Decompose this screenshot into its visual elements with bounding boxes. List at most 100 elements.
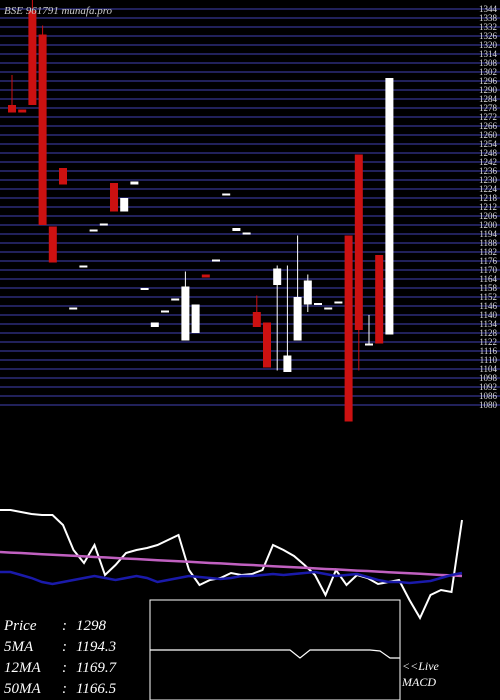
candle-body: [252, 312, 261, 327]
y-tick-label: 1308: [479, 58, 498, 68]
y-tick-label: 1326: [479, 31, 498, 41]
y-tick-label: 1296: [479, 76, 498, 86]
grid: 1080108610921098110411101116112211281134…: [0, 4, 500, 410]
indicator-line: [0, 570, 463, 586]
candle-body: [59, 168, 67, 185]
stat-value: 1298: [76, 618, 107, 634]
candle-body: [99, 223, 108, 226]
y-tick-label: 1098: [479, 373, 498, 383]
y-tick-label: 1338: [479, 13, 498, 23]
stats: Price:12985MA:1194.312MA:1169.750MA:1166…: [3, 618, 118, 697]
candle-body: [38, 34, 47, 225]
indicator-panel: [0, 509, 463, 621]
y-tick-label: 1212: [479, 202, 497, 212]
candle-body: [365, 343, 373, 346]
candle-body: [385, 78, 394, 335]
candle-body: [344, 235, 353, 422]
candle-body: [8, 105, 16, 113]
y-tick-label: 1194: [479, 229, 497, 239]
y-tick-label: 1266: [479, 121, 498, 131]
candle-body: [314, 303, 322, 305]
y-tick-label: 1332: [479, 22, 497, 32]
y-tick-label: 1224: [479, 184, 498, 194]
y-tick-label: 1116: [480, 346, 498, 356]
stat-separator: :: [62, 618, 67, 634]
candles: [8, 0, 394, 422]
chart-title: BSE 961791 munafa.pro: [4, 5, 113, 17]
candle-body: [201, 274, 210, 278]
candle-body: [89, 229, 98, 232]
candle-body: [18, 109, 27, 113]
y-tick-label: 1080: [479, 400, 498, 410]
y-tick-label: 1086: [479, 391, 498, 401]
candle-body: [171, 298, 180, 301]
candle-body: [120, 198, 129, 212]
candle-body: [212, 259, 220, 262]
y-tick-label: 1128: [479, 328, 497, 338]
candle-body: [150, 322, 159, 327]
stat-name: 5MA: [4, 639, 34, 655]
candle-body: [28, 10, 37, 105]
y-tick-label: 1260: [479, 130, 498, 140]
candle-body: [273, 268, 282, 285]
y-tick-label: 1092: [479, 382, 497, 392]
stat-separator: :: [62, 681, 67, 697]
y-tick-label: 1152: [479, 292, 497, 302]
y-tick-label: 1254: [479, 139, 498, 149]
y-tick-label: 1206: [479, 211, 498, 221]
y-tick-label: 1164: [479, 274, 497, 284]
indicator-line: [0, 509, 463, 621]
y-tick-label: 1278: [479, 103, 498, 113]
stat-separator: :: [62, 660, 67, 676]
candle-body: [242, 232, 251, 235]
stat-value: 1194.3: [76, 639, 116, 655]
macd-panel: [150, 649, 400, 659]
y-tick-label: 1188: [479, 238, 497, 248]
y-tick-label: 1134: [479, 319, 497, 329]
candle-body: [375, 255, 384, 344]
y-tick-label: 1284: [479, 94, 498, 104]
y-tick-label: 1176: [479, 256, 497, 266]
indicator-line: [0, 550, 463, 578]
y-tick-label: 1320: [479, 40, 498, 50]
stat-name: 12MA: [4, 660, 41, 676]
candle-body: [191, 304, 200, 333]
y-tick-label: 1158: [479, 283, 497, 293]
live-label: <<Live: [402, 659, 440, 673]
live-label: MACD: [401, 675, 436, 689]
candle-body: [140, 288, 149, 290]
y-tick-label: 1236: [479, 166, 498, 176]
candle-body: [232, 228, 241, 231]
y-tick-label: 1314: [479, 49, 498, 59]
candle-body: [222, 193, 231, 196]
y-tick-label: 1140: [479, 310, 497, 320]
y-tick-label: 1170: [479, 265, 497, 275]
candle-body: [181, 286, 190, 341]
candle-body: [263, 322, 271, 368]
candle-body: [303, 280, 312, 305]
candle-body: [161, 310, 169, 313]
candle-body: [130, 181, 139, 185]
y-tick-label: 1218: [479, 193, 498, 203]
candle-body: [48, 226, 57, 263]
stat-name: 50MA: [4, 681, 41, 697]
y-tick-label: 1242: [479, 157, 497, 167]
candle-body: [283, 355, 292, 372]
y-tick-label: 1290: [479, 85, 498, 95]
y-tick-label: 1110: [480, 355, 498, 365]
y-tick-label: 1230: [479, 175, 498, 185]
stat-name: Price: [3, 618, 37, 634]
y-tick-label: 1146: [479, 301, 497, 311]
y-tick-label: 1200: [479, 220, 498, 230]
y-tick-label: 1272: [479, 112, 497, 122]
candle-body: [110, 183, 118, 212]
stat-separator: :: [62, 639, 67, 655]
y-tick-label: 1344: [479, 4, 498, 14]
macd-line: [150, 649, 400, 659]
candle-body: [69, 307, 78, 310]
stat-value: 1166.5: [76, 681, 117, 697]
candle-body: [354, 154, 363, 330]
